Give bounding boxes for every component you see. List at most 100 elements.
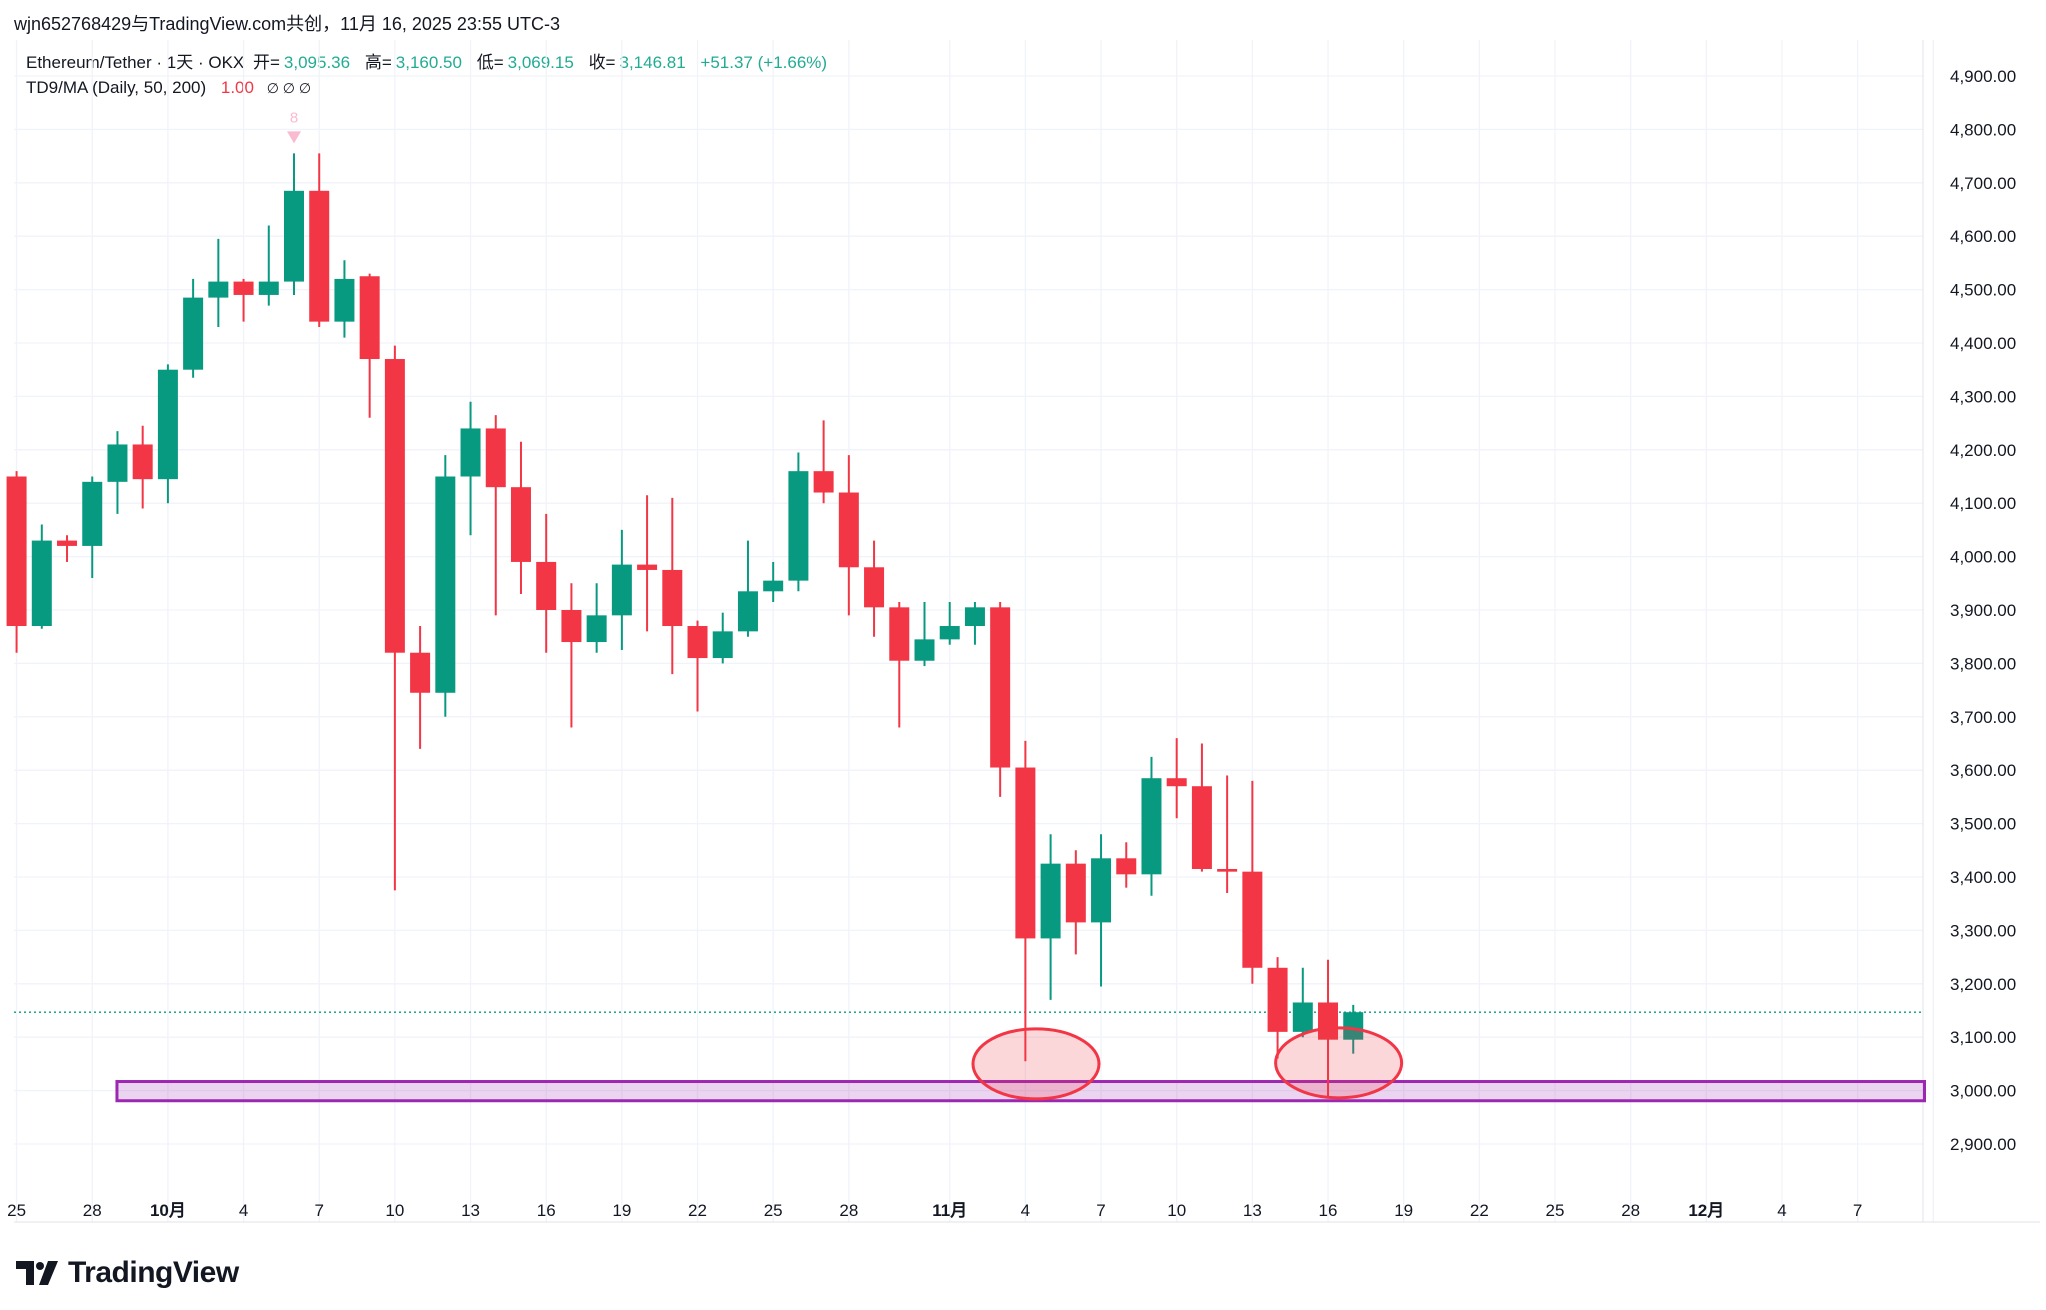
- candle-down: [1242, 780, 1263, 984]
- open-value: 3,095.36: [283, 53, 351, 72]
- candle-body: [864, 567, 885, 608]
- high-label: 高=: [364, 53, 392, 72]
- candle-up: [611, 529, 632, 651]
- candle-up: [586, 583, 607, 653]
- candle-up: [460, 401, 481, 536]
- candle-down: [561, 583, 582, 728]
- y-tick-label: 4,300.00: [1950, 387, 2016, 406]
- candle-body: [838, 492, 859, 568]
- candle-up: [737, 540, 758, 637]
- x-tick-label: 28: [83, 1201, 102, 1220]
- candle-body: [1318, 1002, 1339, 1040]
- indicator-legend[interactable]: TD9/MA (Daily, 50, 200) 1.00 ∅ ∅ ∅: [26, 75, 831, 101]
- x-tick-label: 19: [612, 1201, 631, 1220]
- x-tick-label: 19: [1394, 1201, 1413, 1220]
- y-tick-label: 3,500.00: [1950, 815, 2016, 834]
- td9-count-label: 8: [290, 109, 298, 126]
- candle-down: [485, 415, 506, 616]
- y-tick-label: 2,900.00: [1950, 1135, 2016, 1154]
- candle-down: [990, 601, 1011, 797]
- candle-down: [864, 540, 885, 637]
- x-tick-label: 10: [1167, 1201, 1186, 1220]
- x-tick-label: 28: [839, 1201, 858, 1220]
- symbol-name: Ethereum/Tether · 1天 · OKX: [26, 53, 245, 72]
- candle-body: [359, 276, 380, 360]
- x-tick-label: 4: [1021, 1201, 1030, 1220]
- y-tick-label: 4,400.00: [1950, 334, 2016, 353]
- support-zone-rectangle: [115, 1080, 1927, 1103]
- candle-up: [1141, 756, 1162, 896]
- candle-up: [107, 431, 128, 514]
- close-value: 3,146.81: [619, 53, 686, 72]
- candle-body: [1343, 1012, 1364, 1040]
- candle-body: [1217, 868, 1238, 872]
- candle-down: [1267, 957, 1288, 1059]
- open-label: 开=: [252, 53, 280, 72]
- indicator-name: TD9/MA (Daily, 50, 200): [26, 78, 207, 97]
- candle-body: [1267, 967, 1288, 1032]
- candle-body: [309, 190, 330, 322]
- candle-body: [107, 444, 128, 482]
- candle-body: [586, 615, 607, 643]
- candle-body: [737, 591, 758, 632]
- x-tick-label: 10月: [150, 1201, 186, 1220]
- candle-down: [510, 441, 531, 594]
- y-tick-label: 3,600.00: [1950, 761, 2016, 780]
- candle-body: [6, 476, 27, 627]
- y-tick-label: 4,800.00: [1950, 120, 2016, 139]
- change-value: +51.37 (+1.66%): [700, 53, 828, 72]
- x-tick-label: 16: [1319, 1201, 1338, 1220]
- symbol-legend[interactable]: Ethereum/Tether · 1天 · OKX 开= 3,095.36 高=…: [26, 50, 831, 75]
- y-tick-label: 4,100.00: [1950, 494, 2016, 513]
- candle-body: [939, 626, 960, 640]
- candle-body: [57, 540, 78, 546]
- y-tick-label: 3,800.00: [1950, 654, 2016, 673]
- x-tick-label: 25: [764, 1201, 783, 1220]
- high-value: 3,160.50: [395, 53, 462, 72]
- candle-body: [813, 471, 834, 493]
- candle-body: [435, 476, 456, 693]
- candle-down: [1065, 850, 1086, 955]
- candle-up: [788, 452, 809, 592]
- candle-down: [838, 455, 859, 616]
- x-tick-label: 7: [1853, 1201, 1862, 1220]
- x-tick-label: 4: [239, 1201, 248, 1220]
- x-tick-label: 22: [1470, 1201, 1489, 1220]
- candle-body: [384, 359, 405, 653]
- x-tick-label: 25: [7, 1201, 26, 1220]
- candle-up: [208, 238, 229, 327]
- candle-body: [1141, 778, 1162, 875]
- candle-body: [334, 278, 355, 322]
- low-label: 低=: [476, 53, 504, 72]
- candle-body: [410, 652, 431, 693]
- candle-down: [1116, 842, 1137, 888]
- y-tick-label: 3,400.00: [1950, 868, 2016, 887]
- x-tick-label: 16: [537, 1201, 556, 1220]
- candle-body: [1015, 767, 1036, 939]
- candle-body: [788, 471, 809, 581]
- x-tick-label: 4: [1777, 1201, 1786, 1220]
- candle-body: [82, 481, 103, 546]
- candle-down: [813, 420, 834, 504]
- close-label: 收=: [588, 53, 616, 72]
- x-tick-label: 13: [1243, 1201, 1262, 1220]
- candle-body: [157, 369, 178, 480]
- candle-body: [258, 281, 279, 295]
- candle-body: [208, 281, 229, 298]
- candle-down: [132, 425, 153, 509]
- highlight-ellipse: [1274, 1026, 1404, 1100]
- low-value: 3,069.15: [507, 53, 574, 72]
- candle-body: [183, 297, 204, 370]
- candle-body: [611, 564, 632, 616]
- x-tick-label: 22: [688, 1201, 707, 1220]
- chart-legend: Ethereum/Tether · 1天 · OKX 开= 3,095.36 高=…: [26, 50, 831, 101]
- y-tick-label: 3,900.00: [1950, 601, 2016, 620]
- candle-up: [939, 601, 960, 645]
- candle-up: [712, 612, 733, 664]
- y-tick-label: 4,500.00: [1950, 281, 2016, 300]
- candle-body: [964, 607, 985, 627]
- y-tick-label: 4,700.00: [1950, 174, 2016, 193]
- candle-up: [82, 476, 103, 578]
- candle-down: [6, 471, 27, 653]
